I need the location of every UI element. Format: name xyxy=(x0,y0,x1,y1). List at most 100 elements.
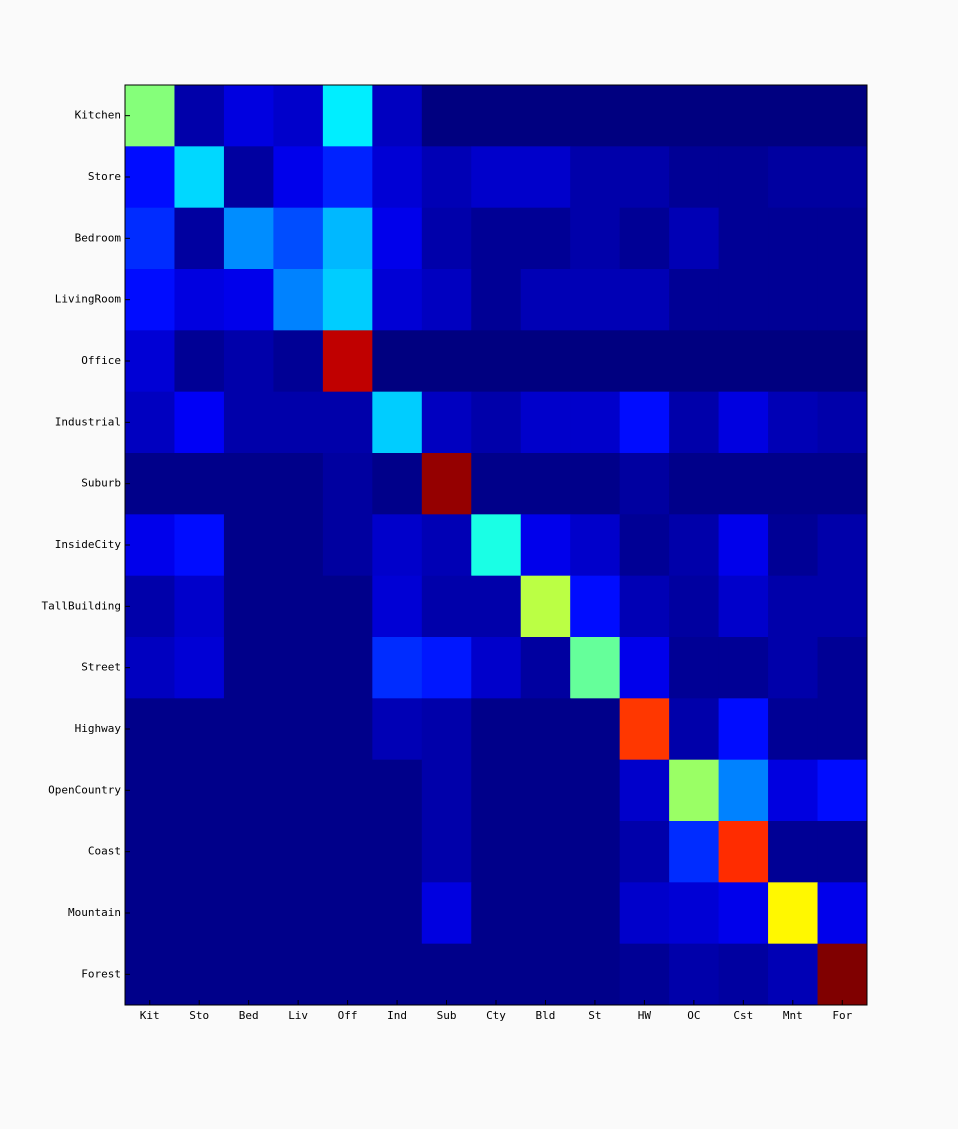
cell xyxy=(322,821,373,883)
cell xyxy=(520,882,571,945)
cell xyxy=(817,85,868,147)
cell xyxy=(718,943,769,1006)
cell xyxy=(669,759,720,822)
cell xyxy=(471,943,522,1006)
cell xyxy=(372,391,423,454)
cell xyxy=(669,698,720,761)
cell xyxy=(619,821,670,883)
cell xyxy=(669,85,720,147)
cell xyxy=(174,575,225,638)
cell xyxy=(768,391,819,454)
cell xyxy=(223,146,274,209)
cell xyxy=(619,759,670,822)
cell xyxy=(817,821,868,883)
cell xyxy=(223,269,274,331)
cell xyxy=(125,943,175,1006)
cell xyxy=(322,759,373,822)
y-tick-label: LivingRoom xyxy=(55,293,122,306)
cell xyxy=(125,391,175,454)
cell xyxy=(817,575,868,638)
cell xyxy=(718,575,769,638)
cell xyxy=(768,943,819,1006)
cell xyxy=(322,85,373,147)
cell xyxy=(322,943,373,1006)
cell xyxy=(817,146,868,209)
cell xyxy=(421,85,472,147)
x-tick-label: Sub xyxy=(437,1009,457,1022)
cell xyxy=(322,698,373,761)
cell xyxy=(669,391,720,454)
cell xyxy=(174,391,225,454)
cell xyxy=(619,453,670,515)
cell xyxy=(471,698,522,761)
cell xyxy=(718,759,769,822)
x-tick-label: Off xyxy=(338,1009,358,1022)
cell xyxy=(125,207,175,270)
cell xyxy=(372,882,423,945)
cell xyxy=(619,391,670,454)
cell xyxy=(669,575,720,638)
cell xyxy=(125,330,175,393)
x-tick-label: Liv xyxy=(288,1009,308,1022)
cell xyxy=(421,698,472,761)
cell xyxy=(718,698,769,761)
cell xyxy=(273,391,324,454)
cell xyxy=(174,269,225,331)
cell xyxy=(520,943,571,1006)
cell xyxy=(817,207,868,270)
cell xyxy=(471,207,522,270)
cell xyxy=(372,637,423,699)
cell xyxy=(273,698,324,761)
cell xyxy=(322,269,373,331)
cell xyxy=(273,146,324,209)
cell xyxy=(570,146,621,209)
cell xyxy=(372,821,423,883)
x-tick-label: Ind xyxy=(387,1009,407,1022)
cell xyxy=(718,85,769,147)
cell xyxy=(520,698,571,761)
cell xyxy=(322,882,373,945)
cell xyxy=(174,514,225,577)
cell xyxy=(223,882,274,945)
cell xyxy=(520,391,571,454)
cell xyxy=(768,514,819,577)
cell xyxy=(619,330,670,393)
cell xyxy=(669,453,720,515)
cell xyxy=(768,453,819,515)
cell xyxy=(273,269,324,331)
cell xyxy=(223,821,274,883)
cell xyxy=(125,85,175,147)
cell xyxy=(570,207,621,270)
cell xyxy=(174,207,225,270)
cell xyxy=(174,330,225,393)
cell xyxy=(372,514,423,577)
cell xyxy=(471,146,522,209)
cell xyxy=(322,391,373,454)
cell xyxy=(322,330,373,393)
y-tick-label: Office xyxy=(81,354,121,367)
cell xyxy=(718,146,769,209)
cell xyxy=(817,391,868,454)
y-tick-label: OpenCountry xyxy=(48,783,121,796)
cell xyxy=(520,146,571,209)
cell xyxy=(817,514,868,577)
y-tick-label: Kitchen xyxy=(75,109,121,122)
cell xyxy=(421,943,472,1006)
cell xyxy=(372,453,423,515)
cell xyxy=(768,882,819,945)
cell xyxy=(421,882,472,945)
y-tick-label: Store xyxy=(88,170,121,183)
cell xyxy=(421,575,472,638)
cell xyxy=(125,514,175,577)
cell xyxy=(619,882,670,945)
cell xyxy=(768,575,819,638)
cell xyxy=(718,453,769,515)
cell xyxy=(471,514,522,577)
cell xyxy=(817,453,868,515)
y-tick-label: Bedroom xyxy=(75,231,122,244)
cell xyxy=(223,637,274,699)
cell xyxy=(273,759,324,822)
cell xyxy=(619,637,670,699)
cell xyxy=(619,943,670,1006)
